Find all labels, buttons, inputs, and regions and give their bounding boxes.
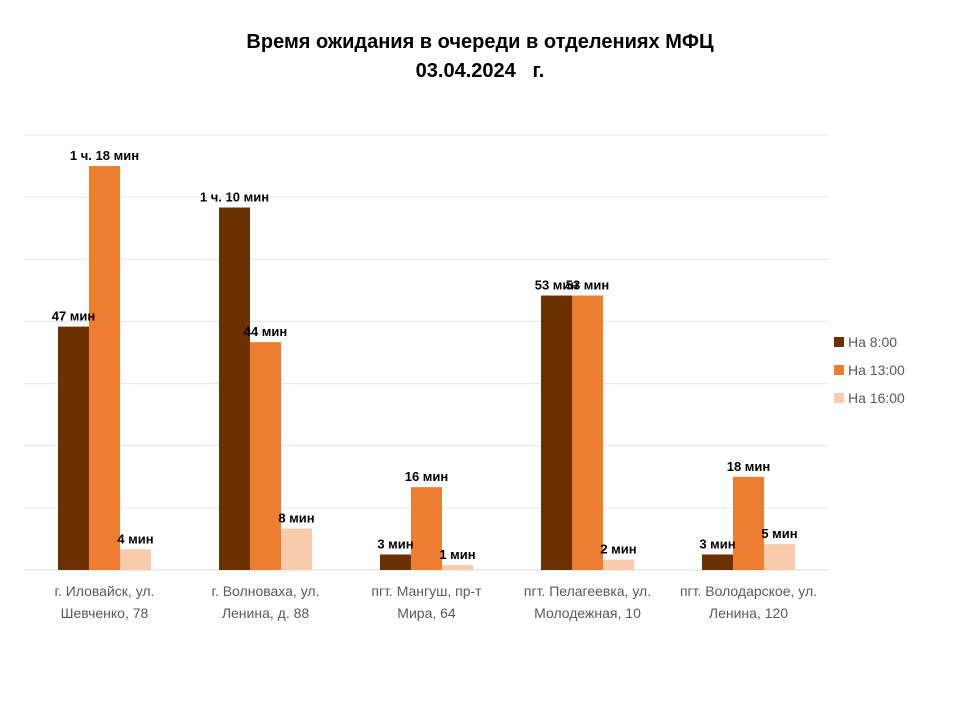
data-label: 53 мин [566,278,610,293]
legend-label: На 16:00 [848,390,905,406]
data-label: 53 мин [535,278,579,293]
legend-swatch [834,365,844,375]
data-label: 3 мин [377,536,413,551]
bar-1-4 [541,295,572,570]
data-label: 3 мин [699,536,735,551]
bar-2-1 [89,166,120,571]
legend-label: На 13:00 [848,362,905,378]
legend-swatch [834,393,844,403]
category-label: г. Волноваха, ул. [212,583,320,599]
bar-3-1 [120,549,151,570]
bar-2-3 [411,487,442,570]
chart-title: Время ожидания в очереди в отделениях МФ… [246,31,714,53]
category-label: Молодежная, 10 [534,605,641,621]
bar-3-5 [764,544,795,570]
category-label: Мира, 64 [397,605,456,621]
data-label: 2 мин [600,542,636,557]
data-labels: 47 мин 1 ч. 18 мин 4 мин 1 ч. 10 мин 44 мин 8… [52,148,798,562]
chart-subtitle: 03.04.2024 г. [416,60,545,82]
bar-1-2 [219,207,250,570]
category-label: пгт. Володарское, ул. [680,583,817,599]
bar-1-1 [58,326,89,570]
data-label: 1 ч. 18 мин [70,148,139,163]
data-label: 4 мин [117,531,153,546]
legend-label: На 8:00 [848,334,897,350]
bar-3-2 [281,528,312,570]
category-label: Шевченко, 78 [61,605,149,621]
category-label: Ленина, д. 88 [222,605,310,621]
bar-3-3 [442,564,473,570]
category-label: пгт. Пелагеевка, ул. [524,583,651,599]
bar-1-5 [702,554,733,570]
data-label: 18 мин [727,459,771,474]
category-label: г. Иловайск, ул. [55,583,155,599]
bar-2-5 [733,476,764,570]
data-label: 47 мин [52,309,96,324]
data-label: 16 мин [405,469,449,484]
bars [58,166,795,571]
bar-2-4 [572,295,603,570]
gridlines [24,134,829,571]
bar-3-4 [603,559,634,570]
legend-swatch [834,337,844,347]
data-label: 5 мин [761,526,797,541]
category-label: Ленина, 120 [709,605,788,621]
bar-2-2 [250,342,281,570]
category-labels: г. Иловайск, ул. Шевченко, 78 г. Волноваха… [55,583,817,621]
data-label: 1 мин [439,547,475,562]
legend: На 8:00 На 13:00 На 16:00 [834,334,905,406]
data-label: 8 мин [278,511,314,526]
data-label: 44 мин [244,324,288,339]
bar-1-3 [380,554,411,570]
data-label: 1 ч. 10 мин [200,190,269,205]
category-label: пгт. Мангуш, пр-т [371,583,482,599]
